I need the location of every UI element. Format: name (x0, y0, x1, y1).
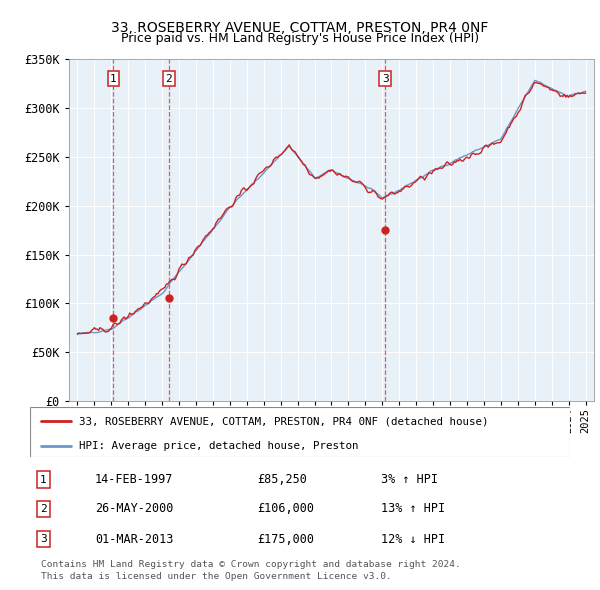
Text: 01-MAR-2013: 01-MAR-2013 (95, 533, 173, 546)
Text: 3: 3 (40, 534, 47, 544)
Text: HPI: Average price, detached house, Preston: HPI: Average price, detached house, Pres… (79, 441, 358, 451)
Text: 3: 3 (382, 74, 389, 84)
Text: 3% ↑ HPI: 3% ↑ HPI (381, 473, 438, 486)
Text: 12% ↓ HPI: 12% ↓ HPI (381, 533, 445, 546)
Text: 33, ROSEBERRY AVENUE, COTTAM, PRESTON, PR4 0NF: 33, ROSEBERRY AVENUE, COTTAM, PRESTON, P… (112, 21, 488, 35)
Text: 26-MAY-2000: 26-MAY-2000 (95, 502, 173, 516)
Text: 2: 2 (166, 74, 172, 84)
Text: £175,000: £175,000 (257, 533, 314, 546)
FancyBboxPatch shape (30, 407, 570, 457)
Text: Price paid vs. HM Land Registry's House Price Index (HPI): Price paid vs. HM Land Registry's House … (121, 32, 479, 45)
Text: £106,000: £106,000 (257, 502, 314, 516)
Text: £85,250: £85,250 (257, 473, 307, 486)
Text: 13% ↑ HPI: 13% ↑ HPI (381, 502, 445, 516)
Text: Contains HM Land Registry data © Crown copyright and database right 2024.
This d: Contains HM Land Registry data © Crown c… (41, 560, 461, 581)
Text: 1: 1 (110, 74, 117, 84)
Text: 2: 2 (40, 504, 47, 514)
Text: 14-FEB-1997: 14-FEB-1997 (95, 473, 173, 486)
Text: 1: 1 (40, 474, 47, 484)
Text: 33, ROSEBERRY AVENUE, COTTAM, PRESTON, PR4 0NF (detached house): 33, ROSEBERRY AVENUE, COTTAM, PRESTON, P… (79, 416, 488, 426)
